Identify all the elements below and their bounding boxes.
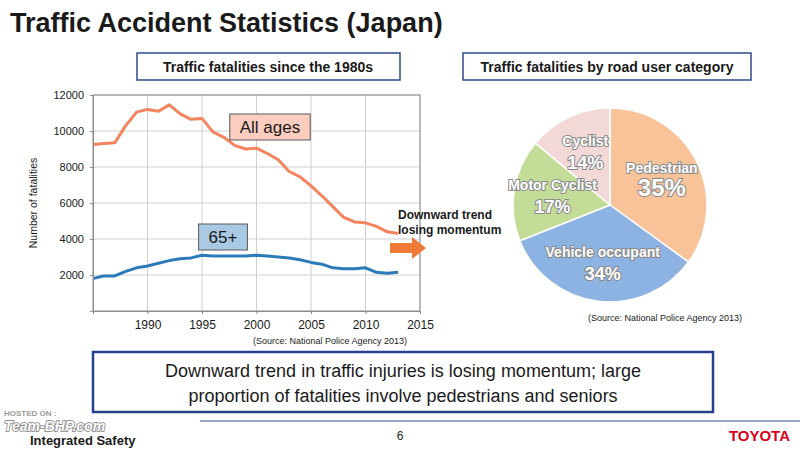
tick-mark	[311, 311, 312, 314]
series-lines	[93, 105, 398, 279]
footer-rule	[200, 421, 800, 422]
grid-line-x	[365, 95, 366, 311]
tick-mark	[90, 239, 93, 240]
source-note: (Source: National Police Agency 2013)	[588, 313, 742, 323]
tick-label: 2015	[407, 318, 434, 332]
tick-label: 2000	[60, 269, 84, 281]
summary-frame	[93, 352, 713, 412]
summary-text: proportion of fatalities involve pedestr…	[188, 386, 617, 406]
tick-label: 12000	[53, 89, 84, 101]
y-axis: 2000 4000 6000 8000 10000 12000	[53, 89, 93, 311]
slice-label: Vehicle occupant	[546, 244, 661, 260]
slice-label: Cyclist	[562, 133, 608, 149]
y-tick: 2000	[60, 269, 93, 281]
y-axis-title: Number of fatalities	[27, 158, 39, 248]
summary-box: Downward trend in traffic injuries is lo…	[93, 352, 713, 412]
tick-mark	[420, 311, 421, 314]
x-tick: 1995	[189, 311, 216, 332]
tick-mark	[366, 311, 367, 314]
series-label-text: All ages	[240, 118, 300, 137]
series-line	[93, 105, 398, 234]
plot-frame	[93, 95, 420, 311]
pie-title-box: Traffic fatalities by road user category	[463, 53, 751, 80]
tick-mark	[257, 311, 258, 314]
tick-label: 10000	[53, 125, 84, 137]
series-label-box	[199, 224, 248, 250]
annotation: losing momentum	[398, 223, 501, 237]
series-label-text: 65+	[209, 228, 238, 247]
data-label: 35%	[638, 174, 686, 201]
pie-labels: Pedestrian35%Vehicle occupant34%Motor Cy…	[508, 133, 697, 283]
x-tick: 2005	[298, 311, 325, 332]
annotation: Downward trend	[398, 208, 492, 222]
x-tick: 2010	[353, 311, 380, 332]
chart-title-box: Traffic fatalities since the 1980s	[137, 53, 400, 80]
tick-mark	[90, 131, 93, 132]
series-label: All ages	[230, 114, 310, 140]
tick-label: 2010	[353, 318, 380, 332]
title-frame	[463, 53, 751, 80]
watermark: HOSTED ON :	[4, 409, 56, 418]
title-frame	[137, 53, 400, 80]
chart-title: Traffic fatalities by road user category	[481, 59, 734, 75]
y-tick: 6000	[60, 197, 93, 209]
x-tick: 1990	[135, 311, 162, 332]
grid	[93, 95, 420, 311]
tick-mark	[90, 203, 93, 204]
series-label: 65+	[199, 224, 248, 250]
x-tick: 2015	[407, 311, 434, 332]
slice-label: Motor Cyclist	[508, 177, 597, 193]
y-tick: 8000	[60, 161, 93, 173]
chart-title: Traffic fatalities since the 1980s	[163, 59, 373, 75]
page-number: 6	[397, 429, 404, 443]
y-tick: 12000	[53, 89, 93, 101]
tick-label: 8000	[60, 161, 84, 173]
tick-label: 2000	[244, 318, 271, 332]
data-label: 17%	[535, 197, 571, 217]
brand: TOYOTA	[729, 427, 790, 444]
summary-text: Downward trend in traffic injuries is lo…	[165, 361, 641, 381]
tick-mark	[148, 311, 149, 314]
grid-line-x	[202, 95, 203, 311]
tick-mark	[202, 311, 203, 314]
series-label-box	[230, 114, 310, 140]
source-note: (Source: National Police Agency 2013)	[253, 336, 407, 346]
tick-label: 4000	[60, 233, 84, 245]
x-tick: 2000	[244, 311, 271, 332]
series-line	[93, 255, 398, 278]
axis-line	[90, 96, 94, 312]
y-tick: 10000	[53, 125, 93, 137]
tick-label: 6000	[60, 197, 84, 209]
grid-line-x	[147, 95, 148, 311]
data-label: 14%	[567, 153, 603, 173]
data-label: 34%	[585, 264, 621, 284]
slide: Traffic Accident Statistics (Japan) Traff…	[0, 0, 800, 449]
tick-label: 1995	[189, 318, 216, 332]
tick-label: 1990	[135, 318, 162, 332]
tick-mark	[90, 95, 93, 96]
slide-title: Traffic Accident Statistics (Japan)	[10, 8, 443, 38]
tick-mark	[90, 167, 93, 168]
tick-label: 2005	[298, 318, 325, 332]
slide-canvas: Traffic Accident Statistics (Japan) Traff…	[0, 0, 800, 449]
x-axis: 1990 1995 2000 2005 2010 2015	[94, 311, 435, 332]
axis-line	[94, 312, 421, 315]
watermark: Team-BHP.com	[4, 418, 105, 434]
y-tick: 4000	[60, 233, 93, 245]
annotation-arrow	[390, 237, 426, 259]
tick-mark	[90, 275, 93, 276]
pie-slices	[513, 108, 707, 302]
footer-label: Integrated Safety	[30, 433, 136, 448]
